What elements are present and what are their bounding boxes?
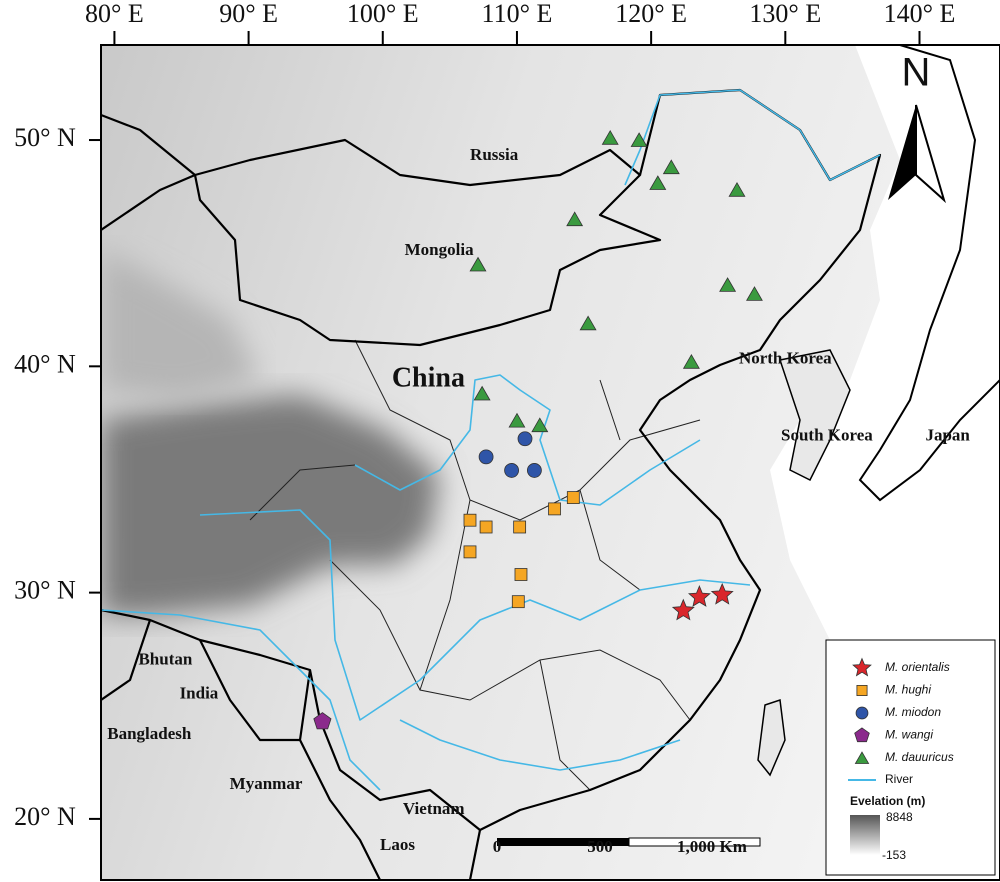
country-label: Bhutan <box>138 649 192 668</box>
x-tick-label: 110° E <box>482 0 553 28</box>
north-arrow: N <box>888 51 946 204</box>
site-marker <box>728 182 746 197</box>
legend-symbol <box>856 685 868 697</box>
x-tick-label: 100° E <box>347 0 419 28</box>
site-marker <box>566 211 584 227</box>
site-marker <box>517 431 533 447</box>
southern-borders <box>101 619 482 880</box>
river <box>101 609 381 791</box>
site-marker <box>313 712 332 730</box>
legend-label: M. miodon <box>885 705 941 719</box>
country-label: Vietnam <box>403 799 465 818</box>
elevation-low: -153 <box>882 848 906 862</box>
site-marker <box>671 598 695 621</box>
mongolia-border <box>193 138 662 347</box>
site-marker <box>526 463 542 478</box>
scale-segment <box>628 837 761 847</box>
y-tick-label: 50° N <box>14 123 76 152</box>
site-marker <box>566 491 580 504</box>
site-marker <box>511 595 525 609</box>
legend: River Evelation (m) 8848 -153 <box>825 639 996 876</box>
river <box>399 719 681 771</box>
site-marker <box>682 354 700 369</box>
provinces <box>249 339 701 791</box>
country-label: South Korea <box>781 425 873 444</box>
north-arrow-left <box>888 105 916 200</box>
china-border <box>101 88 882 832</box>
legend-label: M. wangi <box>885 728 933 742</box>
scale-label: 0 <box>493 837 502 856</box>
site-marker <box>513 520 527 534</box>
x-tick-label: 140° E <box>884 0 956 28</box>
legend-symbol <box>854 727 870 743</box>
site-marker <box>746 286 763 301</box>
country-label: North Korea <box>739 348 832 367</box>
legend-label: M. dauuricus <box>885 750 954 764</box>
country-label: Bangladesh <box>107 724 192 743</box>
site-marker <box>630 132 648 147</box>
country-label: Myanmar <box>230 774 303 793</box>
river <box>354 374 701 506</box>
site-marker <box>649 175 667 190</box>
north-arrow-right <box>915 104 946 204</box>
elevation-title: Evelation (m) <box>850 794 925 808</box>
site-marker <box>579 315 597 331</box>
country-label: Russia <box>470 145 519 164</box>
country-label: China <box>392 362 465 393</box>
country-label: Japan <box>925 425 970 444</box>
country-label: India <box>180 683 219 702</box>
x-tick-label: 90° E <box>219 0 278 28</box>
site-marker <box>508 412 526 428</box>
elevation-high: 8848 <box>886 810 913 824</box>
site-marker <box>688 585 711 607</box>
site-marker <box>514 568 528 581</box>
site-marker <box>601 130 619 145</box>
site-marker <box>548 502 561 516</box>
site-marker <box>479 520 493 534</box>
scale-label: 500 <box>587 837 613 856</box>
scale-segment <box>497 838 629 846</box>
river <box>199 509 751 721</box>
site-marker <box>531 417 549 433</box>
legend-label: M. hughi <box>885 683 931 697</box>
y-tick-label: 20° N <box>14 802 76 831</box>
site-marker <box>463 513 477 527</box>
country-label: Mongolia <box>405 240 474 259</box>
scale-bar: 0 500 1,000 Km <box>493 837 761 856</box>
japan-coast <box>858 45 1000 502</box>
legend-label: M. orientalis <box>885 660 950 674</box>
site-marker <box>478 449 494 465</box>
site-marker <box>463 545 477 559</box>
x-tick-label: 80° E <box>85 0 144 28</box>
y-tick-label: 30° N <box>14 576 76 605</box>
elevation-ramp <box>850 815 880 855</box>
taiwan <box>757 698 786 777</box>
korea <box>779 349 851 482</box>
river <box>624 89 881 186</box>
map-frame <box>100 44 1000 881</box>
north-label: N <box>902 51 931 95</box>
x-tick-label: 120° E <box>615 0 687 28</box>
site-marker <box>504 463 519 478</box>
site-marker <box>710 582 734 605</box>
legend-symbol <box>854 751 870 764</box>
scale-label: 1,000 Km <box>677 837 747 856</box>
basemap <box>101 45 1000 880</box>
legend-symbol <box>855 706 869 720</box>
basin <box>101 250 260 400</box>
site-marker <box>719 277 737 292</box>
site-marker <box>473 385 491 401</box>
legend-symbol <box>852 657 872 677</box>
country-label: Laos <box>380 835 415 854</box>
y-tick-label: 40° N <box>14 349 76 378</box>
legend-label: River <box>885 772 913 786</box>
x-tick-label: 130° E <box>749 0 821 28</box>
site-marker <box>662 159 680 175</box>
plateau <box>101 395 440 615</box>
site-marker <box>469 256 487 272</box>
